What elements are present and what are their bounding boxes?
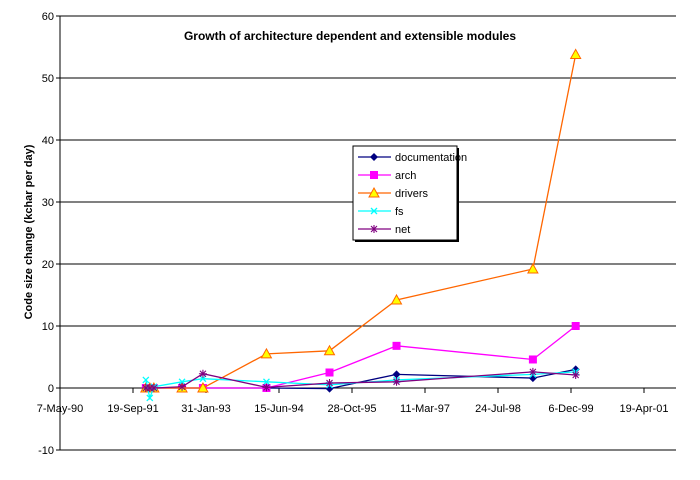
documentation-point	[392, 370, 401, 379]
legend-marker-arch	[370, 171, 378, 179]
fs-point	[146, 394, 154, 402]
legend-marker-documentation	[370, 153, 378, 161]
x-tick-label: 24-Jul-98	[475, 403, 521, 415]
net-point	[149, 384, 158, 392]
series-group	[139, 48, 582, 402]
y-axis-label: Code size change (kchar per day)	[23, 144, 35, 319]
x-tick-label: 6-Dec-99	[548, 403, 593, 415]
series-net	[141, 367, 580, 392]
x-tick-label: 7-May-90	[37, 403, 83, 415]
net-point	[198, 369, 207, 378]
x-tick-label: 28-Oct-95	[328, 403, 377, 415]
arch-point	[528, 355, 537, 364]
drivers-point	[569, 48, 582, 59]
x-tick-label: 19-Sep-91	[107, 403, 158, 415]
axes: -10 0 10 20 30 40 50 60 7-May-90 19-Sep-91 31-Jan-…	[37, 11, 676, 457]
y-tick-label: 60	[42, 11, 54, 23]
legend-label-arch: arch	[395, 170, 416, 182]
net-point	[325, 379, 334, 388]
net-point	[145, 384, 154, 392]
legend-marker-drivers	[368, 186, 380, 198]
arch-point	[325, 368, 334, 377]
net-point	[178, 382, 187, 391]
drivers-point	[260, 347, 273, 359]
y-tick-label: 20	[42, 259, 54, 271]
drivers-point	[527, 262, 539, 274]
chart-title: Growth of architecture dependent and ext…	[184, 29, 516, 43]
legend-label-documentation: documentation	[395, 152, 467, 164]
legend-label-net: net	[395, 224, 410, 236]
x-tick-label: 11-Mar-97	[400, 403, 450, 415]
y-tick-label: 10	[42, 321, 54, 333]
y-tick-label: 40	[42, 135, 54, 147]
x-tick-label: 19-Apr-01	[620, 403, 669, 415]
fs-point	[142, 376, 150, 384]
fs-point	[262, 378, 270, 386]
y-tick-label: 50	[42, 73, 54, 85]
legend-marker-net	[370, 225, 378, 233]
legend-marker-fs	[370, 207, 378, 215]
net-point	[571, 370, 580, 379]
fs-point	[178, 378, 186, 386]
fs-point	[199, 375, 207, 383]
legend: documentation arch drivers fs net	[352, 145, 467, 242]
net-line	[145, 371, 576, 389]
drivers-point	[197, 381, 209, 393]
legend-label-fs: fs	[395, 206, 404, 218]
x-tick-label: 15-Jun-94	[254, 403, 304, 415]
net-point	[392, 377, 401, 386]
y-tick-label: 0	[48, 383, 54, 395]
legend-label-drivers: drivers	[395, 188, 429, 200]
drivers-point	[390, 293, 403, 305]
arch-point	[571, 322, 580, 330]
arch-point	[392, 341, 401, 350]
net-point	[528, 367, 537, 376]
y-tick-label: -10	[38, 445, 54, 457]
net-point	[262, 383, 271, 392]
gridlines	[60, 15, 676, 451]
drivers-point	[323, 344, 336, 356]
x-tick-label: 31-Jan-93	[181, 403, 231, 415]
y-tick-label: 30	[42, 197, 54, 209]
